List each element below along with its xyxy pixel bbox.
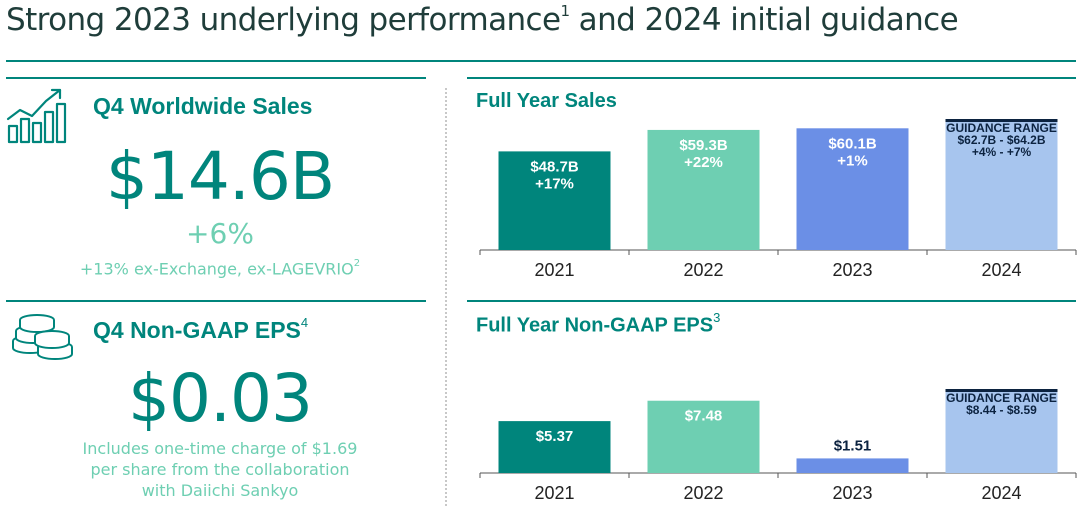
eps-chart-data-label: $1.51 [834, 437, 872, 454]
eps-chart-data-label: $5.37 [536, 428, 574, 445]
sales-chart-data-label: $60.1B [828, 135, 877, 152]
sales-chart-tick-label-2024: 2024 [981, 260, 1021, 280]
column-separator [445, 88, 447, 506]
sales-chart-tick-label-2022: 2022 [683, 260, 723, 280]
sales-chart-tick-label-2021: 2021 [534, 260, 574, 280]
eps-chart-data-label: $8.44 - $8.59 [966, 403, 1037, 417]
eps-chart: $5.37 2021 $7.48 2022 $1.51 2023 GUIDANCE RANG… [479, 389, 1077, 503]
eps-chart-guidance-cap [945, 389, 1058, 392]
eps-chart-bar-2022 [647, 400, 760, 473]
sales-chart-data-label: +4% - +7% [972, 145, 1032, 159]
eps-chart-data-label: GUIDANCE RANGE [946, 391, 1057, 405]
eps-note-line: Includes one-time charge of $1.69 [82, 439, 358, 458]
title-divider [6, 60, 1076, 62]
sales-panel-divider [6, 77, 426, 79]
sales-growth: +6% [186, 217, 254, 250]
eps-note: Includes one-time charge of $1.69 per sh… [10, 438, 430, 501]
eps-note-line: with Daiichi Sankyo [141, 481, 299, 500]
sales-chart-divider [467, 77, 1076, 79]
sales-value: $14.6B [105, 138, 335, 215]
eps-chart-data-label: $7.48 [685, 408, 723, 425]
sales-chart-bar-2024 [945, 120, 1058, 250]
sales-chart-bar-2022 [647, 129, 760, 250]
sales-chart-bar-2021 [498, 151, 611, 250]
sales-chart: $48.7B+17% 2021 $59.3B+22% 2022 $60.1B+1% 202… [479, 119, 1077, 280]
eps-note-line: per share from the collaboration [90, 460, 350, 479]
coins-icon [12, 314, 73, 360]
sales-chart-data-label: +22% [684, 154, 723, 171]
eps-value: $0.03 [128, 360, 313, 437]
sales-chart-data-label: $48.7B [530, 158, 579, 175]
eps-chart-tick-label-2022: 2022 [683, 483, 723, 503]
eps-chart-bar-2023 [796, 458, 909, 473]
sales-chart-data-label: +17% [535, 175, 574, 192]
sales-chart-bar-2023 [796, 128, 909, 250]
sales-chart-data-label: +1% [837, 152, 867, 169]
eps-panel-divider [6, 300, 426, 302]
eps-chart-tick-label-2021: 2021 [534, 483, 574, 503]
eps-chart-bar-2021 [498, 421, 611, 473]
eps-chart-tick-label-2024: 2024 [981, 483, 1021, 503]
sales-chart-data-label: GUIDANCE RANGE [946, 121, 1057, 135]
sales-panel-title: Q4 Worldwide Sales [93, 93, 313, 119]
sales-note: +13% ex-Exchange, ex-LAGEVRIO2 [79, 258, 361, 279]
eps-chart-bar-2024 [945, 390, 1058, 473]
page-title: Strong 2023 underlying performance1 and … [6, 1, 959, 38]
sales-chart-data-label: $62.7B - $64.2B [957, 133, 1045, 147]
sales-chart-title: Full Year Sales [476, 90, 617, 112]
sales-chart-data-label: $59.3B [679, 137, 728, 154]
growth-chart-icon [6, 88, 67, 144]
sales-chart-tick-label-2023: 2023 [832, 260, 872, 280]
eps-chart-tick-label-2023: 2023 [832, 483, 872, 503]
sales-chart-guidance-cap [945, 119, 1058, 122]
eps-panel-title: Q4 Non-GAAP EPS4 [93, 315, 309, 343]
eps-chart-divider [467, 300, 1076, 302]
eps-chart-title: Full Year Non-GAAP EPS3 [476, 310, 721, 337]
